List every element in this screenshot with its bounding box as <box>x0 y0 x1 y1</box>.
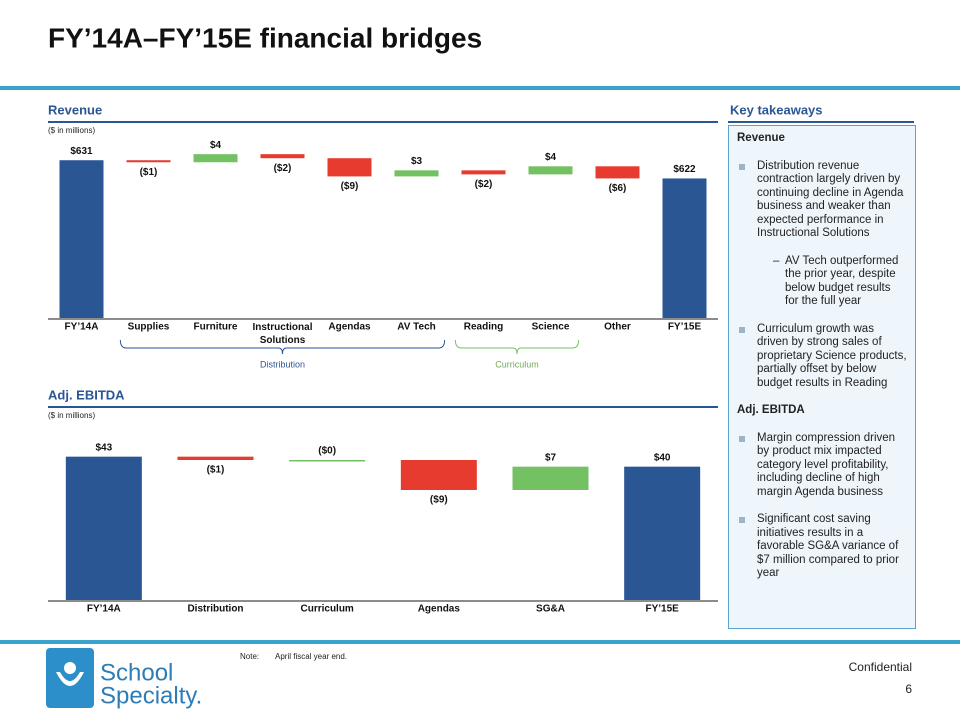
header-rule <box>0 86 960 90</box>
logo-icon <box>56 672 84 686</box>
chart-subtitle: ($ in millions) <box>48 411 95 420</box>
confidential: Confidential <box>849 660 912 674</box>
data-label: $4 <box>545 152 557 163</box>
group-bracket <box>454 339 580 355</box>
data-label: $622 <box>673 164 696 175</box>
bar <box>461 170 506 175</box>
group-label: Distribution <box>260 359 305 369</box>
logo-text: School <box>100 659 173 686</box>
bar <box>595 166 640 179</box>
takeaway-heading: Revenue <box>737 132 785 144</box>
data-label: ($0) <box>318 446 336 457</box>
data-label: $631 <box>70 146 93 157</box>
x-tick-label: FY’15E <box>668 322 702 333</box>
x-tick-label: Agendas <box>418 604 461 615</box>
bar <box>260 154 305 159</box>
bullet-text: Significant cost saving initiatives resu… <box>757 513 899 579</box>
x-tick-label: Reading <box>464 322 503 333</box>
x-tick-label: SG&A <box>536 604 565 615</box>
takeaway-bullet: Curriculum growth was driven by strong s… <box>737 323 907 391</box>
note-label: Note: <box>240 652 259 661</box>
bar <box>65 456 142 600</box>
group-label: Curriculum <box>495 359 539 369</box>
chart-title: Revenue <box>48 102 102 117</box>
takeaway-bullet: Distribution revenue contraction largely… <box>737 160 907 309</box>
bar <box>289 460 366 462</box>
bar <box>126 160 171 163</box>
bullet-text: Curriculum growth was driven by strong s… <box>757 322 907 389</box>
x-tick-label: Science <box>532 322 570 333</box>
takeaways-title: Key takeaways <box>730 102 823 117</box>
data-label: ($1) <box>140 167 158 178</box>
chart-title: Adj. EBITDA <box>48 387 125 402</box>
takeaways-box: Revenue Distribution revenue contraction … <box>728 125 916 629</box>
x-tick-label: FY’15E <box>645 604 679 615</box>
bar <box>177 456 254 460</box>
bar <box>394 170 439 177</box>
logo-icon <box>64 662 76 674</box>
x-tick-label: Supplies <box>128 322 170 333</box>
group-bracket <box>119 339 446 355</box>
x-tick-label: Instructional Solutions <box>252 322 312 346</box>
note: April fiscal year end. <box>275 652 347 661</box>
takeaway-bullet: Margin compression driven by product mix… <box>737 432 907 500</box>
bar <box>662 178 707 318</box>
x-tick-label: Other <box>604 322 631 333</box>
data-label: ($9) <box>430 495 448 506</box>
data-label: ($2) <box>274 163 292 174</box>
data-label: $40 <box>654 452 671 463</box>
sub-bullet: AV Tech outperformed the prior year, des… <box>757 255 907 309</box>
data-label: $43 <box>95 442 112 453</box>
slide-title: FY’14A–FY’15E financial bridges <box>48 22 482 53</box>
data-label: ($2) <box>475 179 493 190</box>
x-tick-label: Distribution <box>187 604 243 615</box>
bar <box>624 466 701 600</box>
logo-icon <box>46 648 94 708</box>
x-tick-label: Curriculum <box>300 604 353 615</box>
data-label: ($1) <box>207 465 225 476</box>
bar <box>528 166 573 175</box>
bullet-text: Margin compression driven by product mix… <box>757 431 896 498</box>
bar <box>193 154 238 163</box>
bar <box>400 460 477 490</box>
x-tick-label: Furniture <box>194 322 238 333</box>
x-tick-label: FY’14A <box>65 322 99 333</box>
logo-text: Specialty. <box>100 682 202 709</box>
chart-subtitle: ($ in millions) <box>48 126 95 135</box>
data-label: ($9) <box>341 181 359 192</box>
bar <box>327 158 372 177</box>
bar <box>59 160 104 318</box>
data-label: $7 <box>545 452 557 463</box>
x-tick-label: FY’14A <box>87 604 121 615</box>
x-tick-label: Agendas <box>328 322 371 333</box>
data-label: ($6) <box>609 183 627 194</box>
takeaway-bullet: Significant cost saving initiatives resu… <box>737 513 907 581</box>
data-label: $3 <box>411 156 423 167</box>
page-number: 6 <box>905 682 912 696</box>
bullet-text: Distribution revenue contraction largely… <box>757 159 904 240</box>
takeaway-heading: Adj. EBITDA <box>737 404 805 416</box>
data-label: $4 <box>210 140 222 151</box>
footer-rule <box>0 640 960 644</box>
bar <box>512 466 589 490</box>
x-tick-label: AV Tech <box>397 322 436 333</box>
